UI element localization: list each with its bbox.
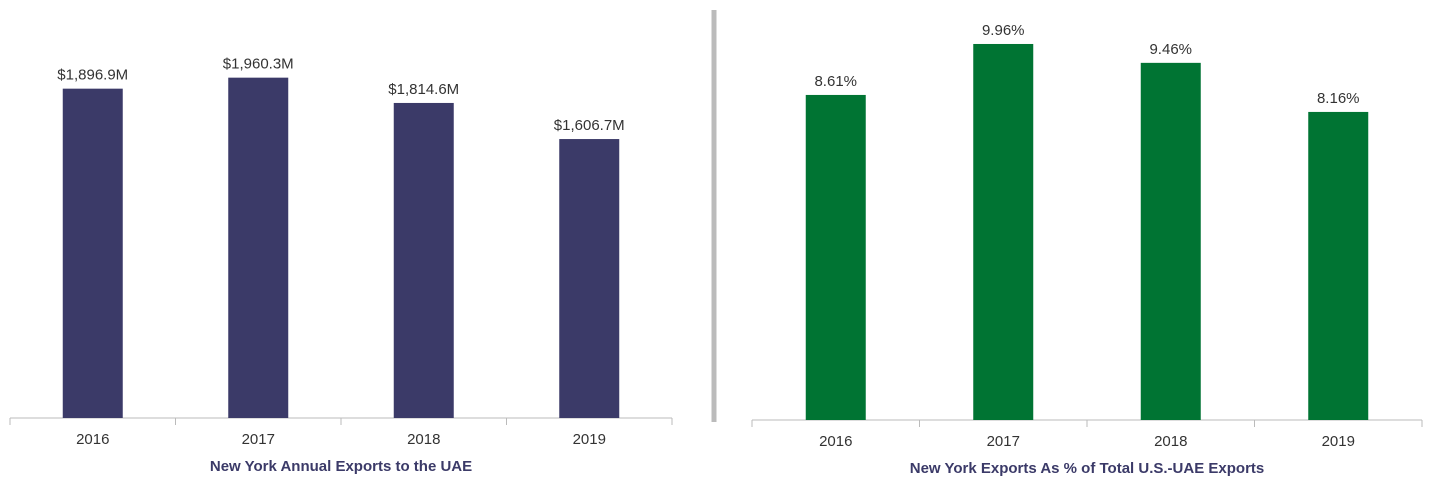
data-label: $1,896.9M: [57, 67, 128, 84]
bar: [1140, 62, 1201, 420]
data-label: 8.16%: [1317, 90, 1360, 107]
data-label: $1,960.3M: [223, 56, 294, 73]
chart-title: New York Annual Exports to the UAE: [210, 458, 472, 475]
bar: [559, 139, 620, 418]
bar: [805, 94, 866, 420]
data-label: $1,606.7M: [554, 117, 625, 134]
data-label: 9.46%: [1149, 41, 1192, 58]
x-tick-label: 2019: [1322, 433, 1355, 450]
x-tick-label: 2016: [819, 433, 852, 450]
bar: [393, 102, 454, 418]
bar: [1308, 111, 1369, 420]
x-tick-label: 2016: [76, 431, 109, 448]
x-tick-label: 2017: [987, 433, 1020, 450]
x-tick-label: 2019: [573, 431, 606, 448]
x-tick-label: 2017: [242, 431, 275, 448]
bar: [62, 88, 123, 419]
x-tick-label: 2018: [407, 431, 440, 448]
data-label: $1,814.6M: [388, 81, 459, 98]
chart-title: New York Exports As % of Total U.S.-UAE …: [910, 460, 1265, 477]
bar: [228, 77, 289, 418]
bar: [973, 43, 1034, 420]
x-tick-label: 2018: [1154, 433, 1187, 450]
data-label: 8.61%: [814, 73, 857, 90]
data-label: 9.96%: [982, 22, 1025, 39]
